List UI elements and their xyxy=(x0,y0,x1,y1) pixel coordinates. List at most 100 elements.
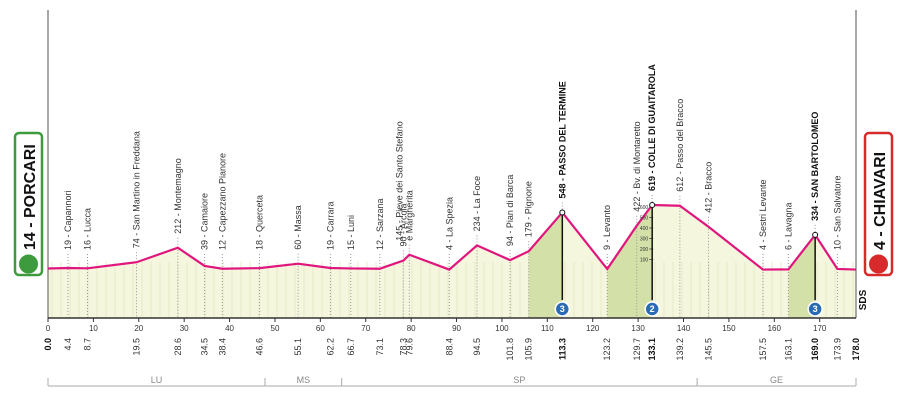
waypoint-label: 19 - Carrara xyxy=(325,201,335,250)
km-label: 157.5 xyxy=(758,338,768,361)
km-label: 163.1 xyxy=(783,338,793,361)
x-tick-label: 110 xyxy=(541,324,554,333)
x-tick-label: 30 xyxy=(180,324,189,333)
waypoint-label: 12 - Sarzana xyxy=(375,198,385,250)
km-label: 105.9 xyxy=(524,338,534,361)
summit-dot xyxy=(559,209,566,216)
climb-category: 3 xyxy=(813,304,818,314)
province-label: SP xyxy=(513,375,525,385)
x-tick-label: 0 xyxy=(46,324,51,333)
elevation-tick-label: 200 xyxy=(640,247,649,253)
elevation-tick-label: 300 xyxy=(640,237,649,243)
km-label: 0.0 xyxy=(43,338,53,351)
waypoint-label: 74 - San Martino in Freddana xyxy=(132,131,142,248)
waypoint-label: 179 - Pignone xyxy=(524,181,534,237)
town-icon xyxy=(19,254,38,274)
x-tick-label: 130 xyxy=(631,324,645,333)
town-badge xyxy=(13,131,44,277)
waypoint-label: 60 - Massa xyxy=(293,205,303,250)
x-tick-label: 170 xyxy=(813,324,827,333)
climb-badge xyxy=(554,301,571,317)
town-label: 4 - CHIAVARI xyxy=(872,152,889,250)
waypoint-label: 212 - Montemagno xyxy=(173,158,183,234)
elevation-tick-label: 500 xyxy=(640,216,649,222)
waypoint-label: 4 - Sestri Levante xyxy=(758,179,768,250)
km-label: 133.1 xyxy=(647,338,657,361)
waypoint-label: 334 - SAN BARTOLOMEO xyxy=(810,112,820,221)
province-label: LU xyxy=(151,375,163,385)
x-tick-label: 150 xyxy=(722,324,736,333)
x-tick-label: 80 xyxy=(407,324,416,333)
x-tick-label: 160 xyxy=(768,324,782,333)
x-tick-label: 50 xyxy=(271,324,280,333)
x-tick-label: 100 xyxy=(495,324,509,333)
waypoint-label: 6 - Lavagna xyxy=(783,202,793,250)
km-label: 94.5 xyxy=(472,338,482,356)
climb-area xyxy=(528,212,563,318)
km-label: 78.3 xyxy=(398,338,408,356)
x-tick-label: 120 xyxy=(586,324,600,333)
km-label: 113.3 xyxy=(557,338,567,360)
km-label: 123.2 xyxy=(602,338,612,361)
waypoint-label: 619 - COLLE DI GUAITAROLA xyxy=(647,64,657,191)
km-label: 88.4 xyxy=(444,338,454,356)
km-label: 73.1 xyxy=(375,338,385,356)
waypoint-label: 10 - San Salvatore xyxy=(832,175,842,250)
km-label: 38.4 xyxy=(217,338,227,356)
logo: SDS xyxy=(858,289,869,310)
waypoint-label: 9 - Levanto xyxy=(602,205,612,250)
x-tick-label: 90 xyxy=(452,324,461,333)
waypoint-label: 16 - Lucca xyxy=(82,208,92,250)
km-label: 28.6 xyxy=(173,338,183,356)
climb-area xyxy=(607,205,653,318)
waypoint-label: 612 - Passo del Bracco xyxy=(675,99,685,192)
province-label: GE xyxy=(770,375,783,385)
km-label: 4.4 xyxy=(63,338,73,351)
km-label: 173.9 xyxy=(832,338,842,361)
waypoint-label: 145 - Pieve dei Santo Stefanoe Margherit… xyxy=(394,121,414,241)
climb-category: 2 xyxy=(650,304,655,314)
km-label: 139.2 xyxy=(675,338,685,361)
climb-category: 3 xyxy=(560,304,565,314)
town-label: 14 - PORCARI xyxy=(22,144,39,250)
waypoint-label: 548 - PASSO DEL TERMINE xyxy=(557,81,567,198)
waypoint-label: 422 - Bv. di Montaretto xyxy=(632,121,642,211)
waypoint-label: 18 - Querceta xyxy=(255,195,265,250)
waypoint-label: 19 - Capannori xyxy=(63,190,73,250)
x-tick-label: 40 xyxy=(225,324,234,333)
x-tick-label: 10 xyxy=(89,324,98,333)
km-label: 46.6 xyxy=(255,338,265,356)
km-label: 62.2 xyxy=(325,338,335,356)
km-label: 79.6 xyxy=(404,338,414,356)
town-icon xyxy=(869,254,888,274)
climb-badge xyxy=(807,301,823,317)
waypoint-label: 94 - Pian di Barca xyxy=(505,175,515,247)
km-label: 101.8 xyxy=(505,338,515,361)
x-tick-label: 140 xyxy=(677,324,691,333)
town-badge xyxy=(863,131,894,277)
summit-dot xyxy=(649,202,656,209)
km-label: 178.0 xyxy=(851,338,861,361)
km-label: 66.7 xyxy=(346,338,356,356)
waypoint-label: 412 - Bracco xyxy=(703,162,713,213)
km-label: 19.5 xyxy=(132,338,142,356)
km-label: 34.5 xyxy=(200,338,210,356)
km-label: 169.0 xyxy=(810,338,820,361)
km-label: 8.7 xyxy=(82,338,92,351)
elevation-tick-label: 100 xyxy=(640,258,649,264)
waypoint-label: 234 - La Foce xyxy=(472,176,482,232)
x-tick-label: 20 xyxy=(134,324,143,333)
climb-badge xyxy=(644,301,660,317)
x-tick-label: 60 xyxy=(316,324,325,333)
km-label: 145.5 xyxy=(703,338,713,361)
elevation-tick-label: 600 xyxy=(640,205,649,211)
waypoint-label: 90 - Arcola xyxy=(398,204,408,247)
km-label: 55.1 xyxy=(293,338,303,356)
x-tick-label: 70 xyxy=(361,324,370,333)
elevation-tick-label: 400 xyxy=(640,226,649,232)
km-label: 129.7 xyxy=(632,338,642,361)
waypoint-label: 15 - Luni xyxy=(346,215,356,250)
summit-dot xyxy=(812,231,819,238)
profile-line xyxy=(47,203,857,271)
